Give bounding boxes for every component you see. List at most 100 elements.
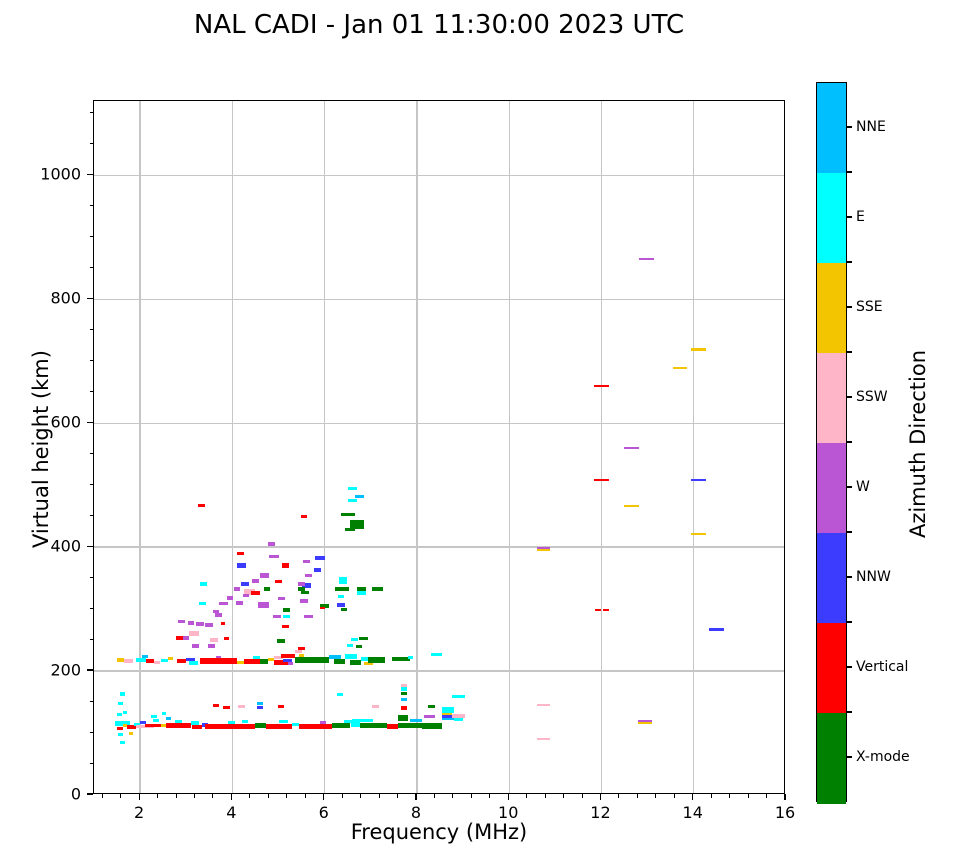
colorbar-tick-label: E xyxy=(856,209,865,225)
echo-point xyxy=(257,602,270,609)
echo-run xyxy=(145,659,154,663)
x-minor-tick xyxy=(452,794,454,798)
colorbar-center-tick xyxy=(847,126,852,128)
echo-run xyxy=(191,724,203,729)
echo-point xyxy=(451,694,465,699)
x-tick-label: 10 xyxy=(498,803,519,822)
x-tick-label: 16 xyxy=(774,803,796,822)
echo-run xyxy=(360,656,369,661)
y-major-tick xyxy=(87,297,93,299)
x-minor-tick xyxy=(120,794,122,798)
gridline-horizontal xyxy=(94,670,784,672)
echo-point xyxy=(442,715,452,718)
x-major-tick xyxy=(415,794,417,800)
echo-run xyxy=(165,723,191,728)
echo-run xyxy=(188,661,198,665)
echo-point xyxy=(345,528,355,532)
echo-point xyxy=(277,704,285,708)
echo-run xyxy=(368,657,385,663)
colorbar-segment-ssw xyxy=(817,352,846,444)
echo-run xyxy=(114,721,130,727)
y-minor-tick xyxy=(89,390,93,392)
echo-point xyxy=(274,579,283,583)
echo-point xyxy=(350,519,364,529)
echo-run xyxy=(428,704,436,708)
echo-run xyxy=(400,698,407,701)
echo-point xyxy=(213,609,220,614)
echo-point xyxy=(236,551,244,555)
echo-point xyxy=(268,542,275,546)
echo-point xyxy=(638,719,653,722)
x-minor-tick xyxy=(710,794,712,798)
x-major-tick xyxy=(507,794,509,800)
colorbar-tick-label: W xyxy=(856,479,870,495)
echo-point xyxy=(120,740,125,744)
echo-point xyxy=(337,595,345,599)
echo-run xyxy=(186,657,196,661)
echo-run xyxy=(287,662,294,665)
y-major-tick xyxy=(87,793,93,795)
y-tick-label: 400 xyxy=(50,536,81,556)
y-minor-tick xyxy=(89,266,93,268)
echo-point xyxy=(346,644,354,648)
echo-run xyxy=(177,659,187,663)
echo-run xyxy=(241,720,248,724)
echo-point xyxy=(187,620,195,625)
colorbar-segment-e xyxy=(817,172,846,264)
echo-run xyxy=(260,659,269,665)
x-minor-tick xyxy=(544,794,546,798)
echo-point xyxy=(302,559,310,564)
x-minor-tick xyxy=(341,794,343,798)
echo-run xyxy=(167,657,174,661)
echo-point xyxy=(209,638,219,642)
echo-point xyxy=(166,716,172,720)
echo-point xyxy=(236,601,243,605)
echo-run xyxy=(123,659,133,663)
echo-run xyxy=(329,654,341,659)
echo-point xyxy=(208,644,215,649)
echo-point xyxy=(304,614,313,619)
echo-run xyxy=(398,722,422,729)
colorbar-tick-label: NNE xyxy=(856,119,886,135)
echo-point xyxy=(371,586,384,591)
x-minor-tick xyxy=(673,794,675,798)
echo-point xyxy=(638,722,653,725)
gridline-horizontal xyxy=(94,546,784,548)
echo-point xyxy=(342,586,349,591)
y-minor-tick xyxy=(89,607,93,609)
colorbar-center-tick xyxy=(847,216,852,218)
echo-point xyxy=(150,715,158,719)
echo-point xyxy=(536,549,550,552)
echo-run xyxy=(216,655,222,659)
x-minor-tick xyxy=(766,794,768,798)
echo-point xyxy=(298,587,305,592)
echo-point xyxy=(213,703,220,707)
y-tick-label: 200 xyxy=(50,660,81,680)
echo-run xyxy=(386,723,399,729)
echo-point xyxy=(336,602,345,607)
colorbar-tick-label: SSE xyxy=(856,299,883,315)
echo-run xyxy=(190,721,199,725)
colorbar-boundary-tick xyxy=(847,531,852,533)
echo-point xyxy=(595,609,602,612)
echo-point xyxy=(298,646,305,650)
echo-run xyxy=(442,717,454,721)
echo-point xyxy=(356,644,363,648)
echo-point xyxy=(128,732,134,736)
y-minor-tick xyxy=(89,204,93,206)
echo-run xyxy=(278,720,288,724)
echo-run xyxy=(122,724,128,728)
gridline-horizontal xyxy=(94,422,784,424)
y-tick-label: 800 xyxy=(50,288,81,308)
y-minor-tick xyxy=(89,142,93,144)
colorbar-center-tick xyxy=(847,396,852,398)
echo-run xyxy=(299,654,305,658)
echo-run xyxy=(144,723,161,728)
echo-point xyxy=(315,556,325,561)
echo-point xyxy=(220,621,226,625)
echo-run xyxy=(268,657,274,661)
echo-run xyxy=(142,655,148,659)
y-minor-tick xyxy=(89,452,93,454)
x-major-tick xyxy=(138,794,140,800)
